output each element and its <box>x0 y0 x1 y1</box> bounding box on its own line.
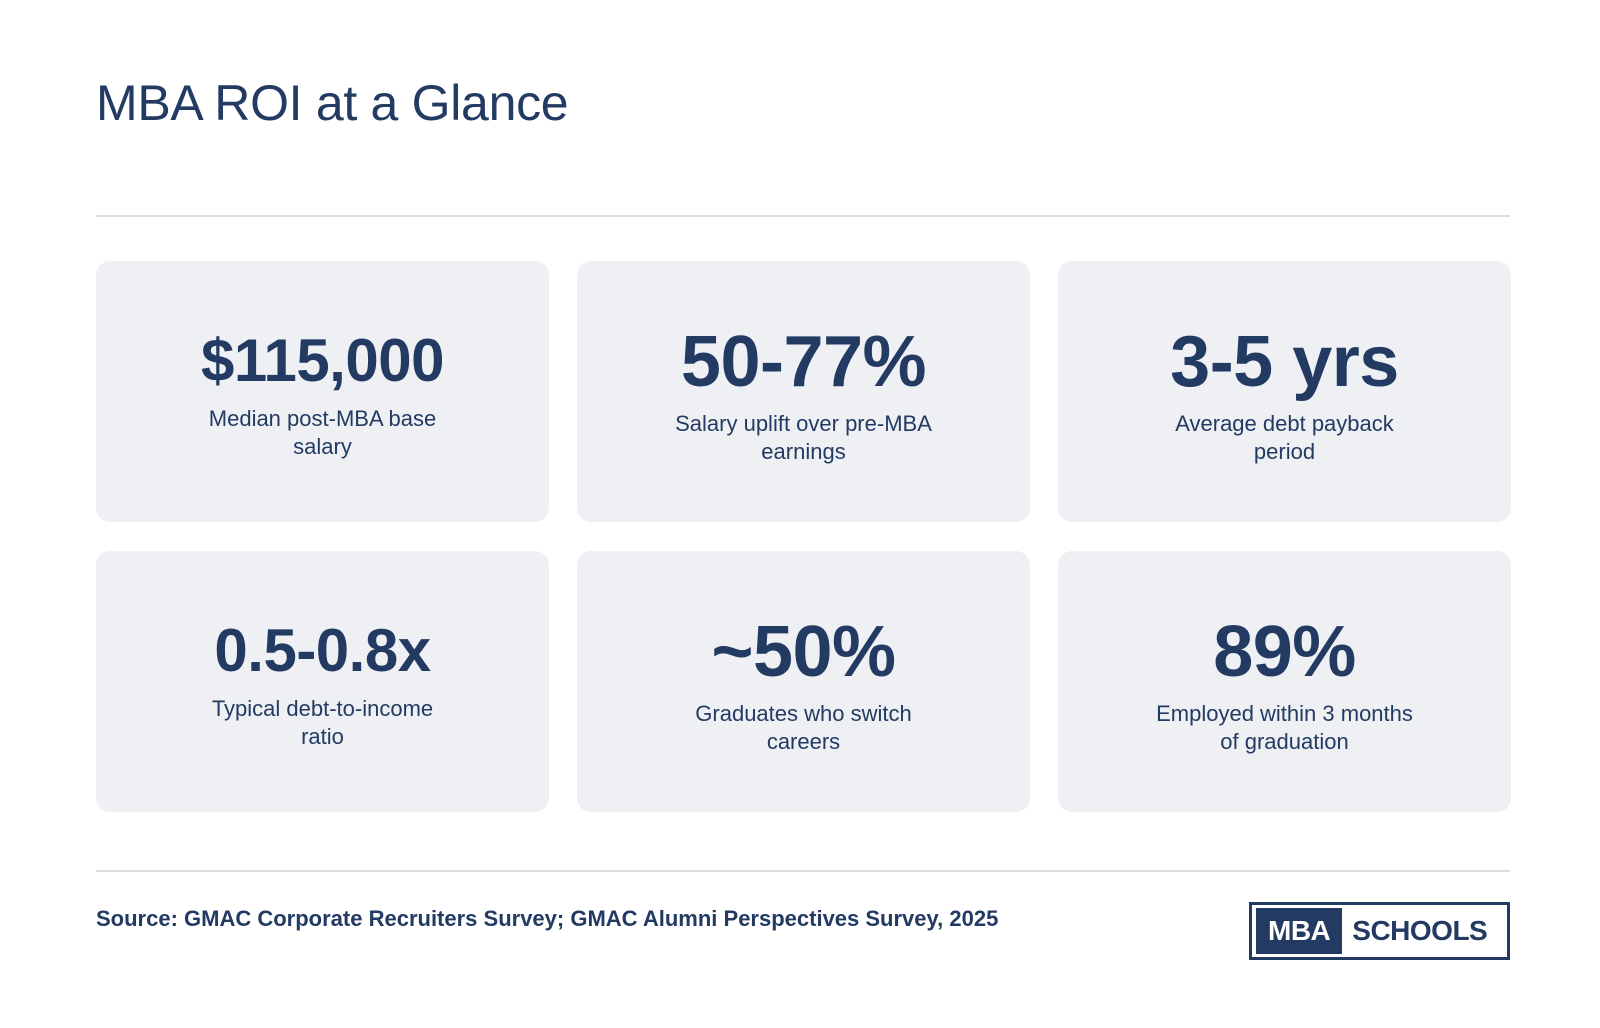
mba-schools-logo: MBA SCHOOLS <box>1249 902 1510 960</box>
source-citation: Source: GMAC Corporate Recruiters Survey… <box>96 906 999 931</box>
stat-card-career-switch: ~50% Graduates who switch careers <box>577 551 1030 812</box>
stat-value: ~50% <box>711 611 896 692</box>
stat-label: Graduates who switch careers <box>695 700 912 754</box>
logo-schools-text: SCHOOLS <box>1352 915 1488 946</box>
stat-label: Median post-MBA base salary <box>208 405 437 459</box>
stat-label: Average debt payback period <box>1175 410 1394 464</box>
page-title: MBA ROI at a Glance <box>96 75 569 131</box>
stat-value: $115,000 <box>201 326 444 394</box>
stat-card-median-salary: $115,000 Median post-MBA base salary <box>96 261 549 522</box>
stat-value: 50-77% <box>680 321 927 402</box>
stat-value: 89% <box>1213 611 1356 692</box>
stat-card-debt-to-income: 0.5-0.8x Typical debt-to-income ratio <box>96 551 549 812</box>
logo-mba-text: MBA <box>1256 908 1343 954</box>
stat-label: Salary uplift over pre-MBA earnings <box>675 410 932 464</box>
stat-label: Employed within 3 months of graduation <box>1156 700 1413 754</box>
stat-card-salary-uplift: 50-77% Salary uplift over pre-MBA earnin… <box>577 261 1030 522</box>
stat-value: 3-5 yrs <box>1170 321 1399 402</box>
stats-grid: $115,000 Median post-MBA base salary 50-… <box>96 261 1511 812</box>
bottom-divider <box>96 870 1510 872</box>
top-divider <box>96 215 1510 217</box>
stat-card-payback-period: 3-5 yrs Average debt payback period <box>1058 261 1511 522</box>
stat-label: Typical debt-to-income ratio <box>211 695 434 749</box>
stat-value: 0.5-0.8x <box>214 616 431 684</box>
stat-card-employment-rate: 89% Employed within 3 months of graduati… <box>1058 551 1511 812</box>
